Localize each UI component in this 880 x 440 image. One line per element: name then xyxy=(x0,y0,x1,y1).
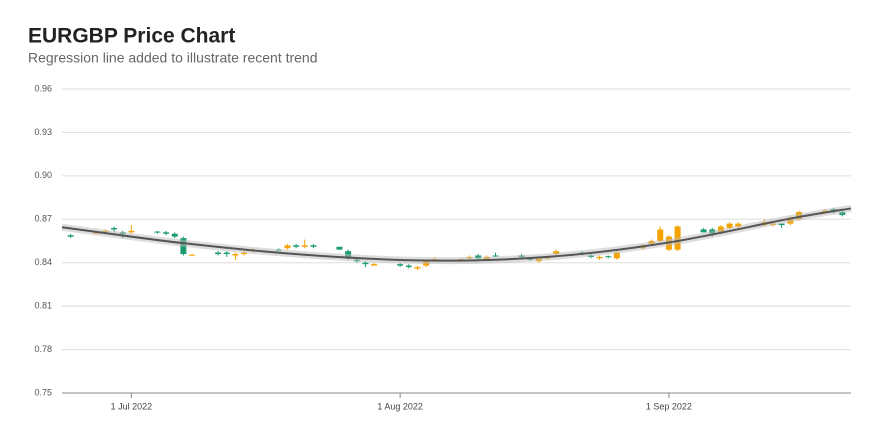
candle-body xyxy=(284,245,291,249)
candle-body xyxy=(111,227,118,230)
candle-body xyxy=(293,245,300,247)
candle-body xyxy=(336,246,343,250)
candle-body xyxy=(371,264,378,266)
y-tick-label: 0.84 xyxy=(34,257,52,267)
y-tick-label: 0.93 xyxy=(34,127,52,137)
candle-body xyxy=(700,229,707,233)
candle-body xyxy=(67,235,74,237)
candle-body xyxy=(223,252,230,255)
regression-band xyxy=(61,204,852,265)
candle-body xyxy=(613,252,620,259)
y-tick-label: 0.90 xyxy=(34,170,52,180)
candle-body xyxy=(657,229,664,241)
candle-body xyxy=(163,232,170,234)
regression-line xyxy=(61,207,852,262)
chart-subtitle: Regression line added to illustrate rece… xyxy=(28,50,318,66)
candle-body xyxy=(414,267,421,269)
candle-body xyxy=(492,255,499,257)
candle-body xyxy=(397,264,404,266)
candle-body xyxy=(154,231,161,233)
candle-body xyxy=(215,252,222,255)
candle-body xyxy=(128,230,135,233)
candle-body xyxy=(171,233,178,237)
candle-body xyxy=(232,254,239,256)
candle-body xyxy=(310,245,317,247)
candle-body xyxy=(596,256,603,259)
y-tick-label: 0.87 xyxy=(34,214,52,224)
candle-body xyxy=(605,256,612,258)
candle-body xyxy=(726,223,733,228)
x-tick-label: 1 Jul 2022 xyxy=(111,401,153,411)
candle-body xyxy=(839,212,846,215)
y-tick-label: 0.78 xyxy=(34,344,52,354)
x-tick-label: 1 Sep 2022 xyxy=(646,401,692,411)
y-tick-label: 0.81 xyxy=(34,301,52,311)
x-tick-label: 1 Aug 2022 xyxy=(377,401,423,411)
candle-body xyxy=(778,223,785,226)
candle-body xyxy=(405,265,412,268)
candle-body xyxy=(189,254,196,256)
candle-body xyxy=(553,251,560,255)
candle-body xyxy=(301,245,308,247)
candle-body xyxy=(735,223,742,227)
candle-body xyxy=(241,252,248,255)
chart-title: EURGBP Price Chart xyxy=(28,25,235,48)
candle-body xyxy=(362,262,369,265)
y-tick-label: 0.96 xyxy=(34,83,52,93)
y-tick-label: 0.75 xyxy=(34,387,52,397)
